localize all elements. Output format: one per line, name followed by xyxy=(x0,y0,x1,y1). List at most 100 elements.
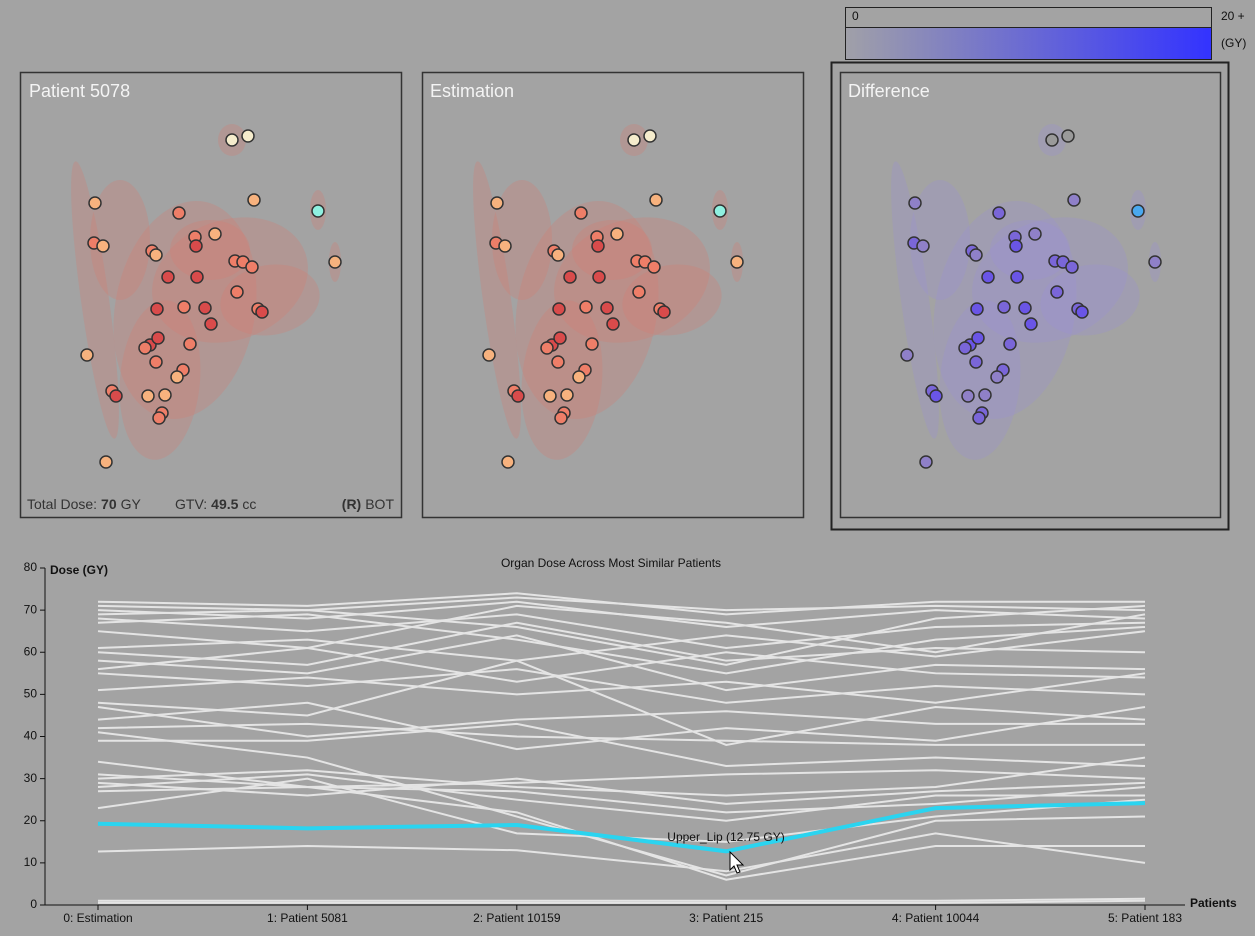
organ-point[interactable] xyxy=(554,411,568,425)
organ-point[interactable] xyxy=(138,341,152,355)
organ-point[interactable] xyxy=(498,239,512,253)
organ-point[interactable] xyxy=(572,370,586,384)
series-line xyxy=(98,722,1146,767)
organ-point[interactable] xyxy=(149,355,163,369)
organ-point[interactable] xyxy=(177,300,191,314)
panel[interactable] xyxy=(839,71,1222,519)
organ-point[interactable] xyxy=(501,455,515,469)
organ-point[interactable] xyxy=(511,389,525,403)
organ-point[interactable] xyxy=(574,206,588,220)
organ-point[interactable] xyxy=(961,389,975,403)
organ-point[interactable] xyxy=(916,239,930,253)
organ-point[interactable] xyxy=(647,260,661,274)
organ-point[interactable] xyxy=(992,206,1006,220)
organ-point[interactable] xyxy=(1075,305,1089,319)
organ-point[interactable] xyxy=(627,133,641,147)
organ-point[interactable] xyxy=(1148,255,1162,269)
organ-point[interactable] xyxy=(585,337,599,351)
organ-point[interactable] xyxy=(900,348,914,362)
organ-point[interactable] xyxy=(919,455,933,469)
organ-point[interactable] xyxy=(969,355,983,369)
organ-point[interactable] xyxy=(1131,204,1145,218)
organ-point[interactable] xyxy=(649,193,663,207)
organ-point[interactable] xyxy=(183,337,197,351)
organ-point[interactable] xyxy=(150,302,164,316)
organ-point[interactable] xyxy=(730,255,744,269)
organ-point[interactable] xyxy=(560,388,574,402)
organ-point[interactable] xyxy=(958,341,972,355)
organ-point[interactable] xyxy=(109,389,123,403)
organ-point[interactable] xyxy=(1003,337,1017,351)
y-tick-label: 20 xyxy=(24,813,38,827)
organ-point[interactable] xyxy=(1010,270,1024,284)
organ-point[interactable] xyxy=(579,300,593,314)
organ-point[interactable] xyxy=(978,388,992,402)
organ-point[interactable] xyxy=(1045,133,1059,147)
organ-point[interactable] xyxy=(230,285,244,299)
organ-point[interactable] xyxy=(151,331,165,345)
panel xyxy=(421,71,805,519)
organ-point[interactable] xyxy=(1024,317,1038,331)
organ-point[interactable] xyxy=(610,227,624,241)
organ-point[interactable] xyxy=(540,341,554,355)
organ-point[interactable] xyxy=(172,206,186,220)
organ-point[interactable] xyxy=(204,317,218,331)
organ-point[interactable] xyxy=(551,355,565,369)
colorbar xyxy=(846,27,1211,59)
organ-point[interactable] xyxy=(245,260,259,274)
organ-point[interactable] xyxy=(149,248,163,262)
organ-point[interactable] xyxy=(1009,239,1023,253)
organ-point[interactable] xyxy=(1065,260,1079,274)
organ-point[interactable] xyxy=(990,370,1004,384)
organ-point[interactable] xyxy=(970,302,984,316)
organ-point[interactable] xyxy=(152,411,166,425)
organ-point[interactable] xyxy=(969,248,983,262)
organ-point[interactable] xyxy=(971,331,985,345)
series-line xyxy=(98,897,1146,902)
organ-point[interactable] xyxy=(99,455,113,469)
organ-point[interactable] xyxy=(1061,129,1075,143)
organ-point[interactable] xyxy=(247,193,261,207)
organ-point[interactable] xyxy=(1067,193,1081,207)
organ-point[interactable] xyxy=(161,270,175,284)
organ-point[interactable] xyxy=(189,239,203,253)
organ-point[interactable] xyxy=(600,301,614,315)
organ-point[interactable] xyxy=(592,270,606,284)
organ-point[interactable] xyxy=(482,348,496,362)
organ-point[interactable] xyxy=(208,227,222,241)
organ-point[interactable] xyxy=(553,331,567,345)
organ-point[interactable] xyxy=(908,196,922,210)
organ-point[interactable] xyxy=(96,239,110,253)
organ-point[interactable] xyxy=(972,411,986,425)
organ-point[interactable] xyxy=(255,305,269,319)
organ-point[interactable] xyxy=(563,270,577,284)
organ-point[interactable] xyxy=(543,389,557,403)
organ-point[interactable] xyxy=(158,388,172,402)
organ-point[interactable] xyxy=(606,317,620,331)
organ-point[interactable] xyxy=(198,301,212,315)
organ-point[interactable] xyxy=(632,285,646,299)
organ-point[interactable] xyxy=(552,302,566,316)
organ-point[interactable] xyxy=(311,204,325,218)
organ-point[interactable] xyxy=(643,129,657,143)
organ-point[interactable] xyxy=(929,389,943,403)
organ-point[interactable] xyxy=(328,255,342,269)
organ-point[interactable] xyxy=(1028,227,1042,241)
organ-point[interactable] xyxy=(170,370,184,384)
organ-point[interactable] xyxy=(490,196,504,210)
organ-point[interactable] xyxy=(241,129,255,143)
organ-point[interactable] xyxy=(591,239,605,253)
organ-point[interactable] xyxy=(225,133,239,147)
organ-point[interactable] xyxy=(141,389,155,403)
organ-point[interactable] xyxy=(88,196,102,210)
organ-point[interactable] xyxy=(657,305,671,319)
organ-point[interactable] xyxy=(713,204,727,218)
organ-point[interactable] xyxy=(1018,301,1032,315)
value: 49.5 xyxy=(211,496,238,512)
organ-point[interactable] xyxy=(1050,285,1064,299)
organ-point[interactable] xyxy=(997,300,1011,314)
organ-point[interactable] xyxy=(981,270,995,284)
organ-point[interactable] xyxy=(190,270,204,284)
organ-point[interactable] xyxy=(80,348,94,362)
organ-point[interactable] xyxy=(551,248,565,262)
